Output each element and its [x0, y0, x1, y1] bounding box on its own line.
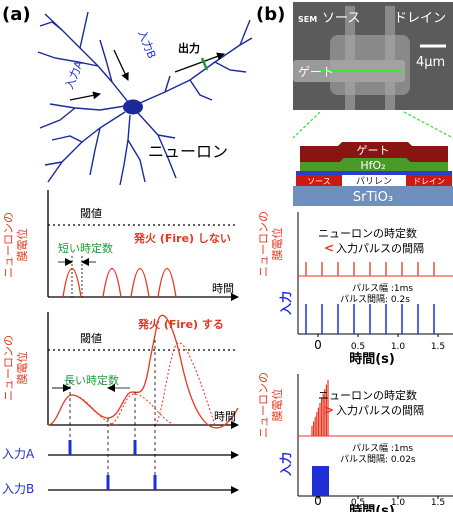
- input-pulse: [134, 440, 137, 455]
- gate-label: ゲート: [357, 144, 390, 157]
- x-axis-label: 時間(s): [349, 351, 395, 367]
- pulse-interval-label: パルス間隔: 0.02s: [340, 454, 416, 465]
- x-axis-label: 時間: [212, 282, 234, 295]
- input-a-label: 入力A: [63, 58, 86, 91]
- y-axis-label: 膜電位: [270, 228, 284, 261]
- potential-curve: [131, 269, 149, 298]
- x-axis-label: 時間: [214, 410, 236, 423]
- result-label: 発火 (Fire) する: [137, 317, 224, 331]
- drain-label: ドレイン: [394, 11, 446, 26]
- dendrite: [80, 12, 88, 48]
- note-label: 入力パルスの間隔: [336, 242, 424, 255]
- zoom-line: [404, 112, 453, 138]
- drain-label: ドレイン: [413, 177, 445, 186]
- input-pulse: [154, 475, 157, 490]
- dendrite: [50, 104, 125, 110]
- potential-curve-partial: [72, 395, 118, 425]
- dendrite: [190, 80, 212, 100]
- sem-pad: [330, 35, 410, 95]
- y-axis-label: ニューロンの: [2, 212, 15, 278]
- x-tick-label: 1.5: [431, 498, 445, 508]
- dendrite: [52, 136, 82, 142]
- input-arrow: [70, 94, 100, 100]
- output-mark: [202, 58, 207, 70]
- y-axis-label: ニューロンの: [257, 211, 270, 277]
- input-b-label: 入力B: [2, 482, 34, 496]
- substrate-label: SrTiO₃: [353, 190, 393, 205]
- output-label: 出力: [178, 41, 200, 55]
- sem-tag: SEM: [298, 15, 317, 24]
- x-tick-label: 0: [314, 338, 322, 352]
- source-label: ソース: [322, 11, 360, 26]
- x-tick-label: 1.0: [391, 342, 406, 352]
- note-symbol: >: [324, 403, 334, 417]
- input-pulse-train: [312, 466, 329, 496]
- dendrite: [38, 52, 98, 66]
- x-axis-label: 時間(s): [349, 503, 395, 512]
- note-label: 入力パルスの間隔: [336, 404, 424, 417]
- dendrite: [215, 62, 246, 72]
- x-tick-label: 0: [314, 494, 322, 508]
- panel-label: (b): [256, 4, 285, 25]
- note-label: ニューロンの時定数: [318, 226, 417, 240]
- pulse-width-label: パルス幅 :1ms: [352, 282, 413, 294]
- y-axis-label: 膜電位: [15, 352, 29, 385]
- dendrite: [48, 112, 125, 182]
- scale-label: 4μm: [416, 55, 445, 70]
- neuron-label: ニューロン: [148, 142, 228, 161]
- threshold-label: 閾値: [80, 332, 102, 345]
- source-label: ソース: [307, 177, 331, 186]
- zoom-line: [293, 112, 320, 138]
- dendrite: [40, 108, 75, 128]
- potential-curve: [158, 269, 176, 298]
- y-axis-label: ニューロンの: [257, 372, 270, 438]
- x-tick-label: 1.5: [431, 342, 445, 352]
- pulse-width-label: パルス幅 :1ms: [352, 442, 413, 454]
- parylene-label: パリレン: [356, 176, 392, 187]
- potential-curve-partial: [108, 394, 175, 425]
- input-pulse: [69, 440, 72, 455]
- threshold-label: 閾値: [80, 207, 102, 220]
- panel-label: (a): [2, 4, 31, 25]
- soma: [123, 100, 143, 115]
- dendrite: [158, 135, 175, 138]
- input-arrow: [114, 50, 128, 80]
- time-constant-label: 長い時定数: [64, 373, 119, 387]
- dendrite: [240, 20, 250, 45]
- input-a-label: 入力A: [2, 447, 35, 461]
- input-label: 入力: [278, 452, 293, 476]
- input-pulse: [107, 475, 110, 490]
- y-axis-label: ニューロンの: [2, 335, 15, 401]
- dielectric-label: HfO₂: [360, 159, 385, 172]
- potential-curve: [103, 269, 121, 298]
- potential-curve-partial: [155, 343, 215, 425]
- potential-curve: [48, 315, 238, 428]
- y-axis-label: 膜電位: [15, 229, 29, 262]
- input-b-label: 入力B: [135, 28, 158, 60]
- figure: (a)入力B入力A出力ニューロンニューロンの膜電位閾値短い時定数発火 (Fire…: [0, 0, 453, 512]
- note-label: ニューロンの時定数: [318, 388, 417, 402]
- dendrite: [120, 115, 130, 185]
- note-symbol: <: [324, 241, 334, 255]
- result-label: 発火 (Fire) しない: [133, 231, 231, 245]
- dendrite: [128, 140, 145, 182]
- time-constant-label: 短い時定数: [58, 241, 113, 255]
- y-axis-label: 膜電位: [270, 389, 284, 422]
- x-tick-label: 0.5: [351, 342, 365, 352]
- gate-label: ゲート: [298, 65, 334, 79]
- input-label: 入力: [278, 291, 293, 315]
- pulse-interval-label: パルス間隔: 0.2s: [340, 294, 410, 305]
